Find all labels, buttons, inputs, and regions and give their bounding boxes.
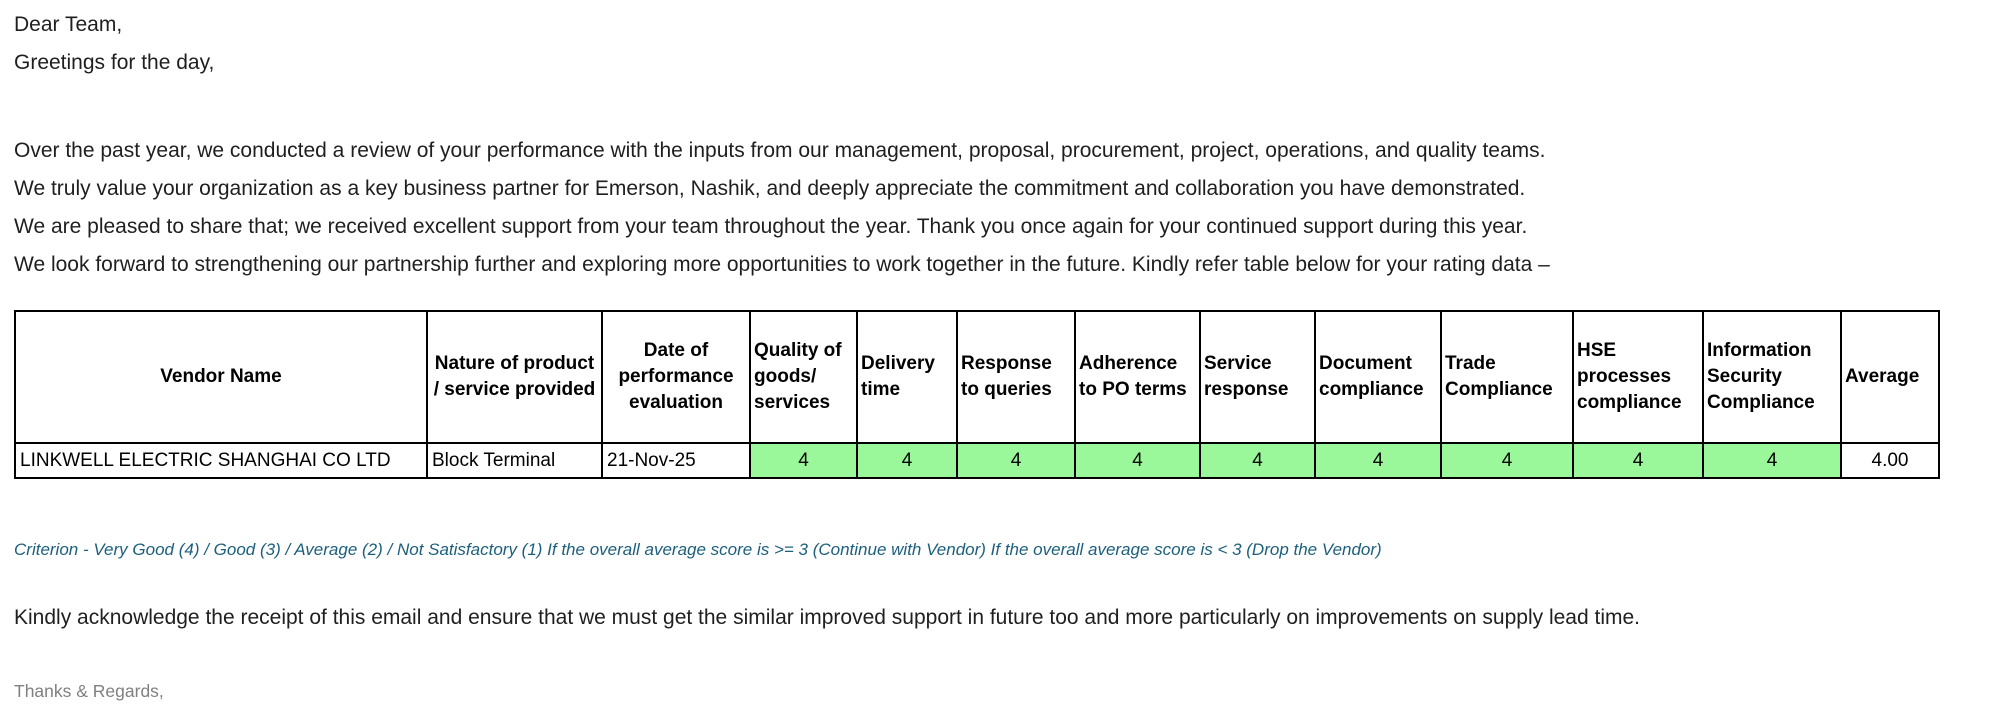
- table-header-row: Vendor Name Nature of product / service …: [14, 310, 1940, 444]
- col-header-response-to-queries: Response to queries: [956, 310, 1076, 444]
- cell-score-delivery: 4: [856, 442, 958, 479]
- cell-vendor-name: LINKWELL ELECTRIC SHANGHAI CO LTD: [14, 442, 428, 479]
- col-header-quality: Quality of goods/ services: [749, 310, 858, 444]
- intro-paragraph: Over the past year, we conducted a revie…: [14, 132, 2014, 284]
- cell-average: 4.00: [1840, 442, 1940, 479]
- col-header-service-response: Service response: [1199, 310, 1316, 444]
- col-header-hse-compliance: HSE processes compliance: [1572, 310, 1704, 444]
- cell-score-service: 4: [1199, 442, 1316, 479]
- table-row: LINKWELL ELECTRIC SHANGHAI CO LTD Block …: [14, 442, 1940, 479]
- col-header-date: Date of performance evaluation: [601, 310, 751, 444]
- email-body: Dear Team, Greetings for the day, Over t…: [14, 6, 2014, 701]
- cell-score-infosec: 4: [1702, 442, 1842, 479]
- cell-date: 21-Nov-25: [601, 442, 751, 479]
- col-header-document-compliance: Document compliance: [1314, 310, 1442, 444]
- greeting-line-2: Greetings for the day,: [14, 51, 215, 74]
- cell-score-response: 4: [956, 442, 1076, 479]
- greeting: Dear Team, Greetings for the day,: [14, 6, 2014, 82]
- vendor-rating-table: Vendor Name Nature of product / service …: [14, 310, 1940, 479]
- signature: Thanks & Regards,: [14, 681, 164, 701]
- cell-score-trade: 4: [1440, 442, 1574, 479]
- cell-score-quality: 4: [749, 442, 858, 479]
- cell-score-adherence: 4: [1074, 442, 1201, 479]
- col-header-adherence-po-terms: Adherence to PO terms: [1074, 310, 1201, 444]
- criterion-note: Criterion - Very Good (4) / Good (3) / A…: [14, 540, 1382, 559]
- greeting-line-1: Dear Team,: [14, 13, 123, 36]
- cell-nature: Block Terminal: [426, 442, 603, 479]
- paragraph-line-4: We look forward to strengthening our par…: [14, 253, 1550, 276]
- paragraph-line-3: We are pleased to share that; we receive…: [14, 215, 1528, 238]
- paragraph-line-1: Over the past year, we conducted a revie…: [14, 139, 1546, 162]
- col-header-average: Average: [1840, 310, 1940, 444]
- col-header-vendor-name: Vendor Name: [14, 310, 428, 444]
- col-header-nature: Nature of product / service provided: [426, 310, 603, 444]
- cell-score-hse: 4: [1572, 442, 1704, 479]
- paragraph-line-2: We truly value your organization as a ke…: [14, 177, 1526, 200]
- col-header-infosec-compliance: Information Security Compliance: [1702, 310, 1842, 444]
- closing-paragraph: Kindly acknowledge the receipt of this e…: [14, 606, 1640, 629]
- col-header-trade-compliance: Trade Compliance: [1440, 310, 1574, 444]
- cell-score-document: 4: [1314, 442, 1442, 479]
- col-header-delivery-time: Delivery time: [856, 310, 958, 444]
